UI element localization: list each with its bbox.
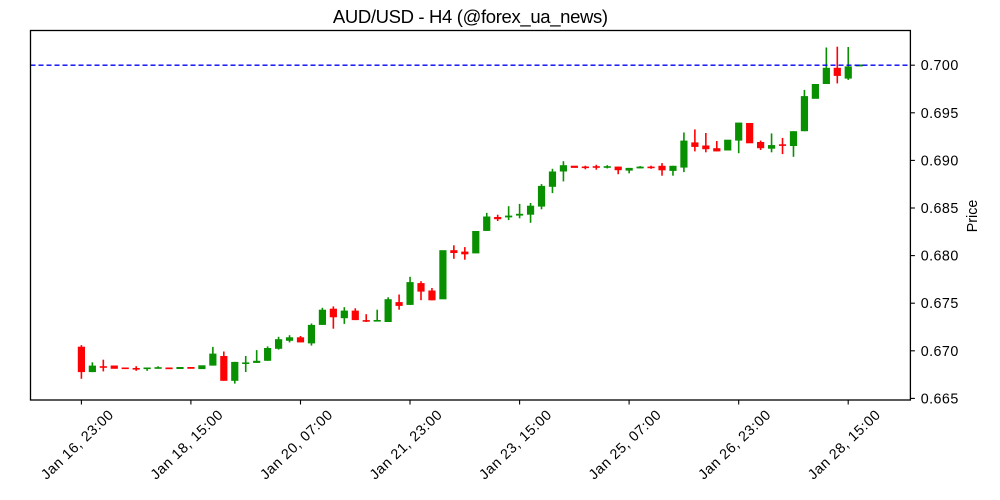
svg-text:Price: Price [965, 200, 981, 233]
svg-text:0.680: 0.680 [921, 249, 959, 265]
svg-text:0.700: 0.700 [921, 58, 959, 74]
svg-text:0.695: 0.695 [921, 106, 959, 122]
svg-text:0.685: 0.685 [921, 201, 959, 217]
svg-text:AUD/USD - H4 (@forex_ua_news): AUD/USD - H4 (@forex_ua_news) [333, 6, 608, 28]
svg-text:0.665: 0.665 [921, 391, 959, 407]
svg-text:0.675: 0.675 [921, 296, 959, 312]
svg-text:0.690: 0.690 [921, 153, 959, 169]
svg-text:0.670: 0.670 [921, 344, 959, 360]
